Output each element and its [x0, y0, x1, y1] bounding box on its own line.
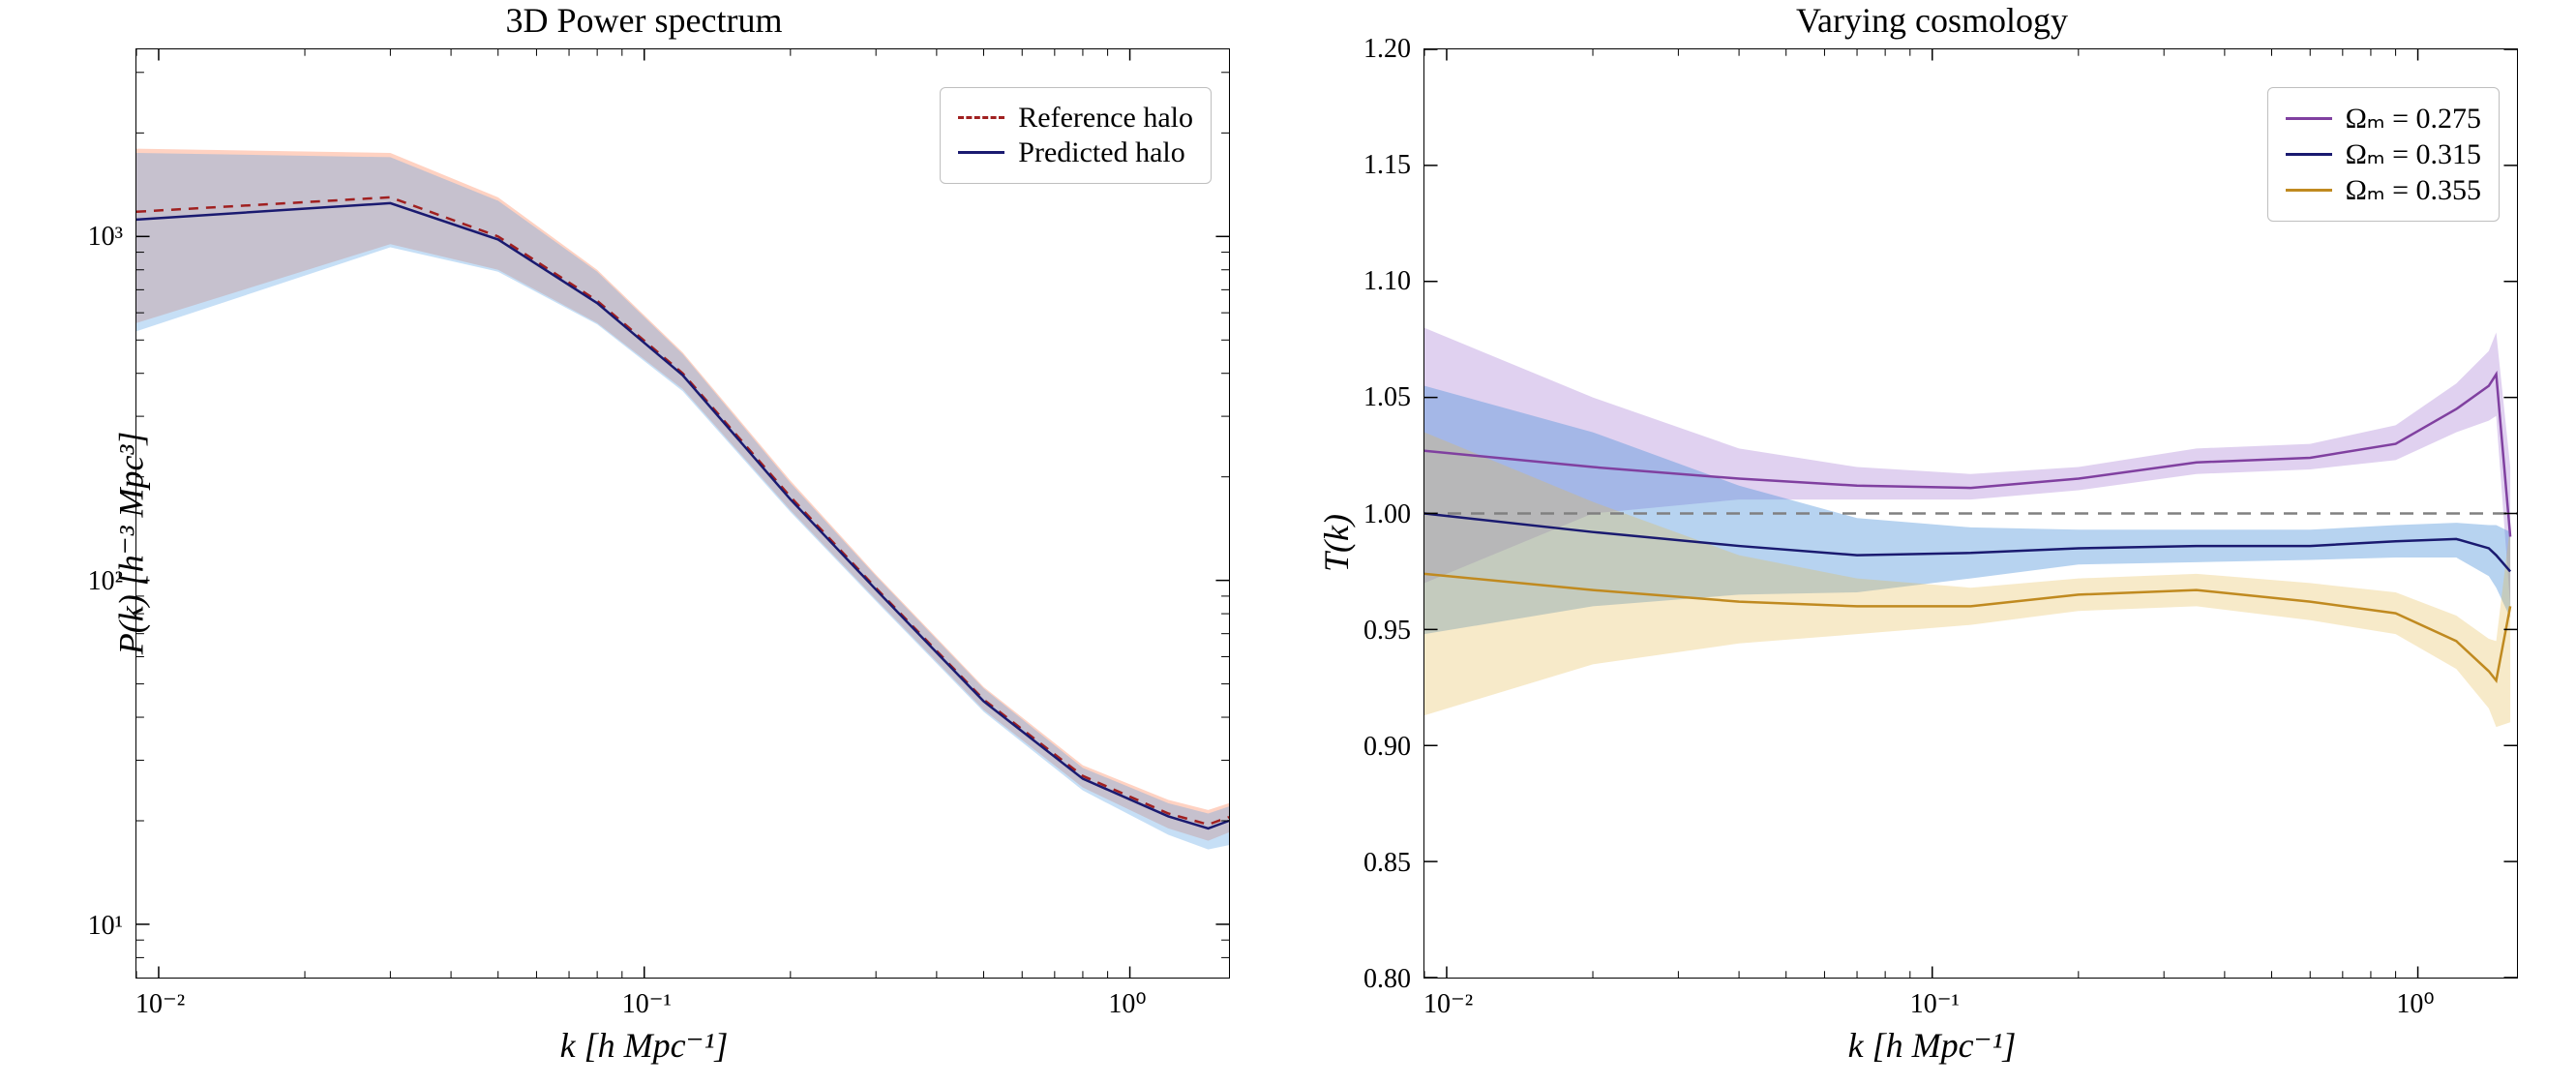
legend-label: Predicted halo — [1018, 136, 1184, 169]
left-xlabel: k [h Mpc⁻¹] — [0, 1025, 1288, 1066]
left-plot-svg — [136, 49, 1229, 978]
right-ytick-label: 0.95 — [1363, 616, 1411, 647]
right-legend: Ωₘ = 0.275Ωₘ = 0.315Ωₘ = 0.355 — [2267, 87, 2500, 222]
right-ytick-label: 1.05 — [1363, 382, 1411, 413]
right-ytick-label: 1.20 — [1363, 34, 1411, 65]
left-xtick-label: 10⁻² — [135, 987, 185, 1020]
legend-label: Ωₘ = 0.275 — [2346, 102, 2481, 136]
legend-label: Reference halo — [1018, 102, 1193, 135]
right-ytick-label: 1.00 — [1363, 499, 1411, 530]
right-ytick-label: 1.10 — [1363, 266, 1411, 297]
right-ytick-label: 0.85 — [1363, 848, 1411, 879]
panel-left: 3D Power spectrum Reference haloPredicte… — [0, 0, 1288, 1085]
legend-label: Ωₘ = 0.315 — [2346, 137, 2481, 171]
right-axes: Ωₘ = 0.275Ωₘ = 0.315Ωₘ = 0.355 10⁻²10⁻¹1… — [1423, 48, 2518, 979]
right-xtick-label: 10⁻² — [1423, 987, 1473, 1020]
figure-root: 3D Power spectrum Reference haloPredicte… — [0, 0, 2576, 1085]
left-axes: Reference haloPredicted halo 10⁻²10⁻¹10⁰… — [135, 48, 1230, 979]
left-ytick-label: 10³ — [88, 222, 123, 253]
left-band-predicted-halo — [136, 153, 1229, 850]
left-legend: Reference haloPredicted halo — [940, 87, 1212, 184]
legend-swatch — [2286, 117, 2332, 120]
panel-right: Varying cosmology Ωₘ = 0.275Ωₘ = 0.315Ωₘ… — [1288, 0, 2576, 1085]
right-ylabel: T(k) — [1316, 514, 1357, 572]
left-xtick-label: 10⁰ — [1108, 987, 1146, 1020]
right-legend-row: Ωₘ = 0.355 — [2286, 173, 2481, 207]
right-xlabel: k [h Mpc⁻¹] — [1288, 1025, 2576, 1066]
right-ytick-label: 0.90 — [1363, 732, 1411, 763]
left-ylabel: P(k) [h⁻³ Mpc³] — [110, 431, 151, 654]
left-legend-row: Predicted halo — [958, 136, 1193, 169]
legend-label: Ωₘ = 0.355 — [2346, 173, 2481, 207]
right-xtick-label: 10⁰ — [2396, 987, 2434, 1020]
left-line-predicted-halo — [136, 203, 1229, 829]
right-ytick-label: 0.80 — [1363, 964, 1411, 995]
legend-swatch — [2286, 189, 2332, 192]
right-xtick-label: 10⁻¹ — [1910, 987, 1960, 1020]
left-legend-row: Reference halo — [958, 102, 1193, 135]
legend-swatch — [2286, 153, 2332, 156]
legend-swatch — [958, 116, 1004, 119]
right-legend-row: Ωₘ = 0.275 — [2286, 102, 2481, 136]
right-ytick-label: 1.15 — [1363, 150, 1411, 181]
left-xtick-label: 10⁻¹ — [622, 987, 672, 1020]
left-panel-title: 3D Power spectrum — [0, 0, 1288, 41]
legend-swatch — [958, 151, 1004, 154]
left-line-reference-halo — [136, 197, 1229, 825]
left-ytick-label: 10¹ — [88, 911, 123, 942]
right-panel-title: Varying cosmology — [1288, 0, 2576, 41]
right-legend-row: Ωₘ = 0.315 — [2286, 137, 2481, 171]
